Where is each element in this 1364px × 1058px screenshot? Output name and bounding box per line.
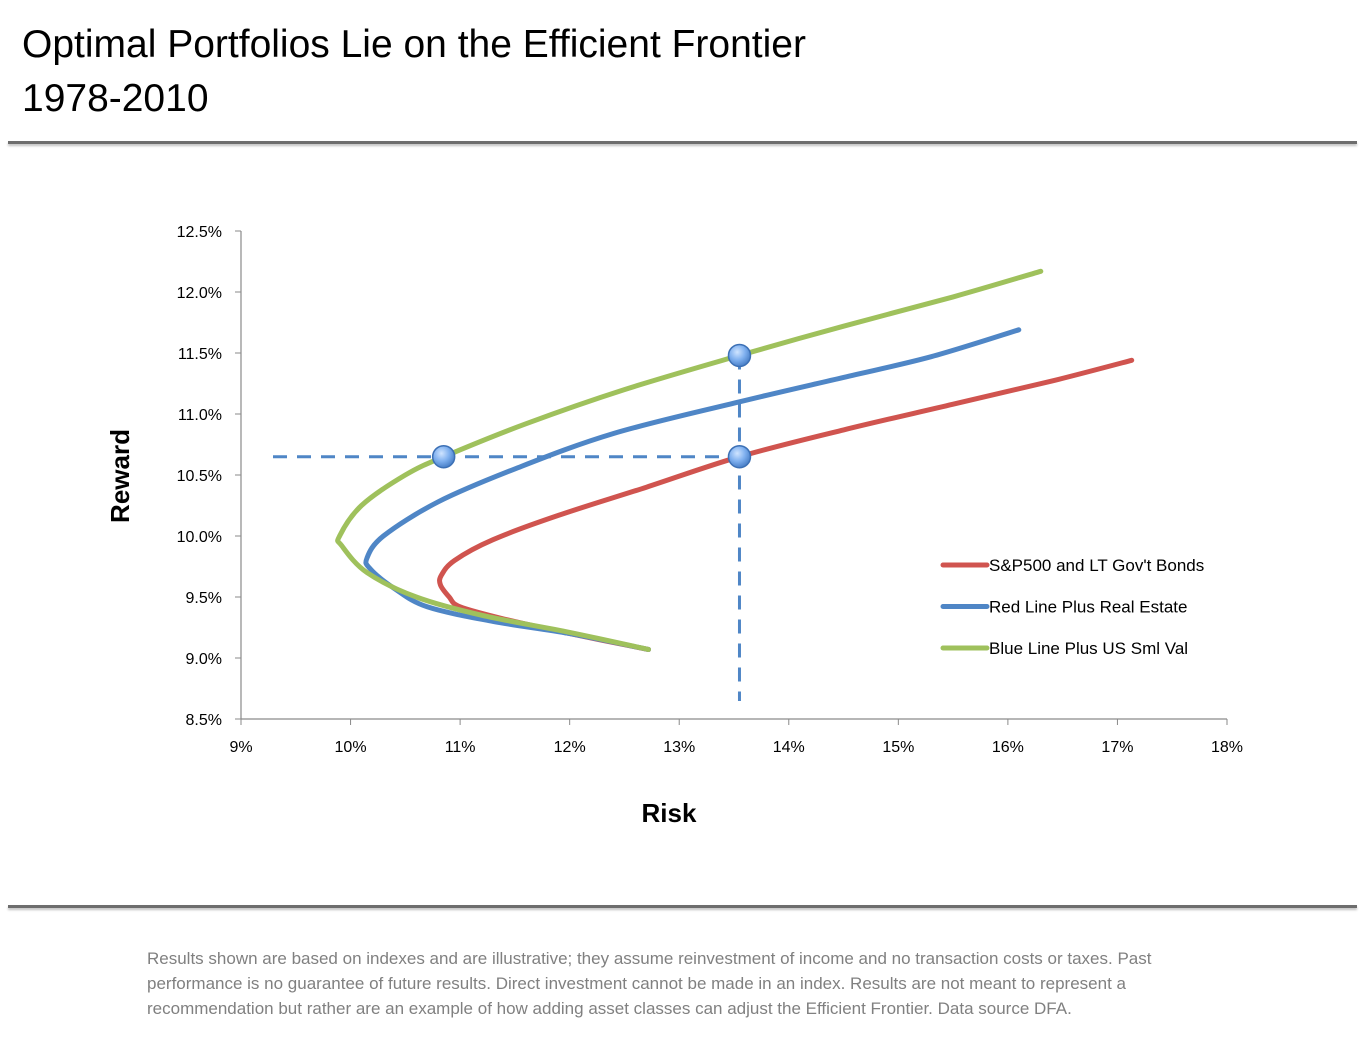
title-line-2: 1978-2010 (22, 77, 209, 120)
legend-label-3: Blue Line Plus US Sml Val (989, 639, 1188, 658)
x-axis-label: Risk (642, 798, 697, 828)
x-tick-label: 11% (445, 739, 476, 756)
highlight-points (431, 343, 752, 469)
y-tick-label: 10.5% (177, 468, 222, 485)
y-tick-label: 12.0% (177, 285, 222, 302)
y-tick-label: 9.5% (186, 590, 222, 607)
y-tick-label: 9.0% (186, 651, 222, 668)
reference-lines (273, 355, 741, 701)
legend: S&P500 and LT Gov't Bonds Red Line Plus R… (940, 556, 1204, 658)
y-tick-label: 8.5% (186, 712, 222, 729)
x-tick-label: 16% (992, 739, 1024, 756)
y-tick-label: 11.5% (178, 346, 222, 363)
x-tick-label: 18% (1211, 739, 1243, 756)
efficient-frontier-chart: 9% 10% 11% 12% 13% 14% 15% 16% 17% 18% 8.5% 9.0% 9.5… (105, 224, 1243, 828)
x-tick-label: 14% (773, 739, 805, 756)
x-tick-label: 10% (335, 739, 367, 756)
title-line-1: Optimal Portfolios Lie on the Efficient … (22, 23, 806, 66)
x-tick-label: 17% (1101, 739, 1133, 756)
series-lines (335, 268, 1135, 652)
x-tick-label: 15% (882, 739, 914, 756)
y-tick-label: 10.0% (177, 529, 222, 546)
legend-label-1: S&P500 and LT Gov't Bonds (989, 556, 1204, 575)
axes: 9% 10% 11% 12% 13% 14% 15% 16% 17% 18% 8.5% 9.0% 9.5… (177, 224, 1243, 756)
series-line-3 (335, 268, 1044, 652)
top-divider (8, 141, 1357, 144)
x-tick-label: 9% (229, 739, 252, 756)
highlight-point (431, 444, 456, 469)
disclaimer-footnote: Results shown are based on indexes and a… (147, 949, 1152, 1018)
x-tick-label: 12% (554, 739, 586, 756)
y-axis-label: Reward (105, 429, 135, 523)
y-tick-label: 11.0% (178, 407, 222, 424)
highlight-point (727, 343, 752, 368)
legend-label-2: Red Line Plus Real Estate (989, 598, 1187, 617)
x-tick-label: 13% (663, 739, 695, 756)
series-line-2 (363, 327, 1022, 652)
bottom-divider (8, 905, 1357, 908)
highlight-point (727, 444, 752, 469)
page-title: Optimal Portfolios Lie on the Efficient … (22, 18, 806, 126)
y-tick-label: 12.5% (177, 224, 222, 241)
